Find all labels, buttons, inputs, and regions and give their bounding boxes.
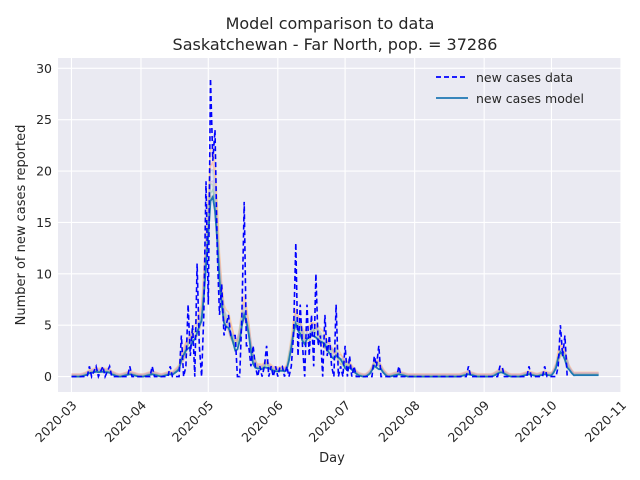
x-tick-label: 2020-11	[582, 398, 630, 446]
y-tick-label: 5	[44, 318, 52, 333]
x-tick-label: 2020-10	[512, 397, 560, 445]
y-tick-label: 20	[36, 164, 52, 179]
plot-area	[58, 58, 622, 392]
legend-model-label: new cases model	[476, 91, 584, 106]
y-tick-label: 10	[36, 266, 52, 281]
x-tick-label: 2020-05	[169, 398, 217, 446]
y-tick-label: 30	[36, 61, 52, 76]
x-axis-ticks: 2020-03 2020-04 2020-05 2020-06 2020-07 2020-…	[32, 397, 629, 445]
legend: new cases data new cases model	[436, 70, 584, 106]
y-tick-label: 0	[44, 369, 52, 384]
x-tick-label: 2020-07	[306, 398, 354, 446]
x-tick-label: 2020-03	[32, 398, 80, 446]
x-tick-label: 2020-09	[445, 397, 493, 445]
grid-lines	[58, 58, 622, 392]
chart-title: Model comparison to data	[226, 14, 435, 33]
x-tick-label: 2020-04	[102, 397, 150, 445]
x-axis-label: Day	[319, 451, 345, 466]
model-series-line	[71, 179, 599, 376]
y-tick-label: 25	[36, 112, 52, 127]
x-tick-label: 2020-08	[375, 397, 423, 445]
y-axis-ticks: 0 5 10 15 20 25 30	[36, 61, 52, 384]
plot-background	[58, 58, 621, 392]
y-axis-label: Number of new cases reported	[14, 125, 29, 326]
legend-data-label: new cases data	[476, 70, 573, 85]
x-tick-label: 2020-06	[238, 397, 286, 445]
chart-subtitle: Saskatchewan - Far North, pop. = 37286	[173, 35, 498, 54]
y-tick-label: 15	[36, 215, 52, 230]
